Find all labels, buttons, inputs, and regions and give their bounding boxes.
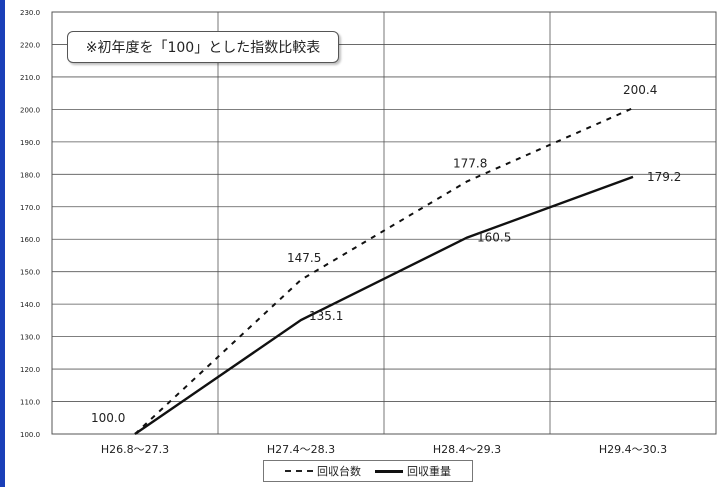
- legend-label-weight: 回収重量: [407, 465, 451, 478]
- data-label: 160.5: [477, 231, 511, 245]
- legend-label-count: 回収台数: [317, 465, 361, 478]
- legend-entry-weight: 回収重量: [375, 463, 451, 479]
- legend-entry-count: 回収台数: [285, 463, 361, 479]
- series-line-weight: [134, 175, 634, 435]
- y-tick-label: 130.0: [20, 334, 40, 342]
- y-tick-label: 150.0: [20, 269, 40, 277]
- x-tick-label: H28.4～29.3: [433, 443, 501, 456]
- y-tick-label: 160.0: [20, 236, 40, 244]
- y-tick-label: 220.0: [20, 41, 40, 49]
- chart-note-text: ※初年度を「100」とした指数比較表: [85, 40, 321, 56]
- y-tick-label: 180.0: [20, 171, 40, 179]
- series-line-count: [134, 107, 634, 435]
- data-label: 135.1: [309, 309, 343, 323]
- y-tick-label: 190.0: [20, 139, 40, 147]
- y-tick-label: 110.0: [20, 399, 40, 407]
- legend: 回収台数 回収重量: [263, 460, 473, 482]
- y-tick-label: 120.0: [20, 366, 40, 374]
- y-tick-label: 170.0: [20, 204, 40, 212]
- data-label: 100.0: [91, 411, 125, 425]
- data-label: 177.8: [453, 156, 487, 170]
- data-label: 147.5: [287, 251, 321, 265]
- y-tick-label: 140.0: [20, 301, 40, 309]
- y-tick-label: 100.0: [20, 431, 40, 439]
- chart-note: ※初年度を「100」とした指数比較表: [67, 31, 339, 63]
- data-label: 200.4: [623, 83, 657, 97]
- data-label: 179.2: [647, 170, 681, 184]
- window-edge: [0, 0, 5, 487]
- y-tick-label: 210.0: [20, 74, 40, 82]
- y-tick-label: 200.0: [20, 106, 40, 114]
- legend-swatch-solid: [375, 469, 403, 473]
- y-tick-label: 230.0: [20, 9, 40, 17]
- legend-swatch-dashed: [285, 470, 313, 472]
- x-tick-label: H26.8～27.3: [101, 443, 169, 456]
- x-tick-label: H29.4～30.3: [599, 443, 667, 456]
- x-tick-label: H27.4～28.3: [267, 443, 335, 456]
